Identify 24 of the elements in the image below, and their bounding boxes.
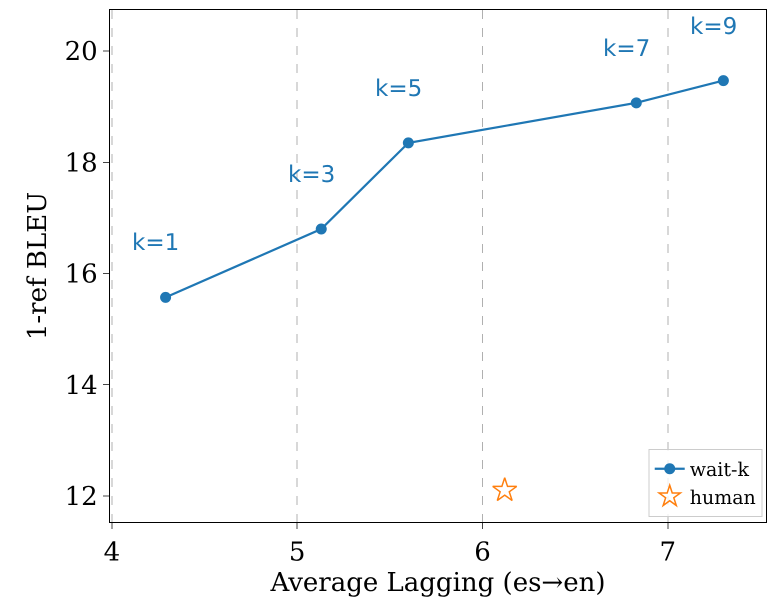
legend-label: human xyxy=(690,486,756,509)
x-tick-label: 7 xyxy=(660,537,676,568)
x-axis-title: Average Lagging (es→en) xyxy=(270,568,606,598)
point xyxy=(160,292,172,303)
point xyxy=(492,476,518,502)
legend-label: wait-k xyxy=(690,459,750,482)
x-tick-label: 6 xyxy=(474,537,491,568)
annotation: k=3 xyxy=(288,162,336,188)
y-tick-label: 12 xyxy=(64,482,98,512)
y-tick-label: 18 xyxy=(64,148,98,178)
y-tick-label: 16 xyxy=(64,260,98,290)
annotation: k=7 xyxy=(603,36,650,62)
point xyxy=(718,75,729,86)
y-tick-label: 20 xyxy=(64,37,98,68)
x-tick-label: 4 xyxy=(104,537,120,568)
y-axis-title: 1-ref BLEU xyxy=(23,192,54,340)
point xyxy=(630,97,642,108)
annotation: k=5 xyxy=(375,76,422,102)
point xyxy=(402,137,414,148)
x-tick-label: 5 xyxy=(288,537,306,568)
y-tick-label: 14 xyxy=(64,370,98,401)
annotation: k=9 xyxy=(690,14,738,40)
annotation: k=1 xyxy=(132,230,180,256)
point xyxy=(316,224,327,235)
